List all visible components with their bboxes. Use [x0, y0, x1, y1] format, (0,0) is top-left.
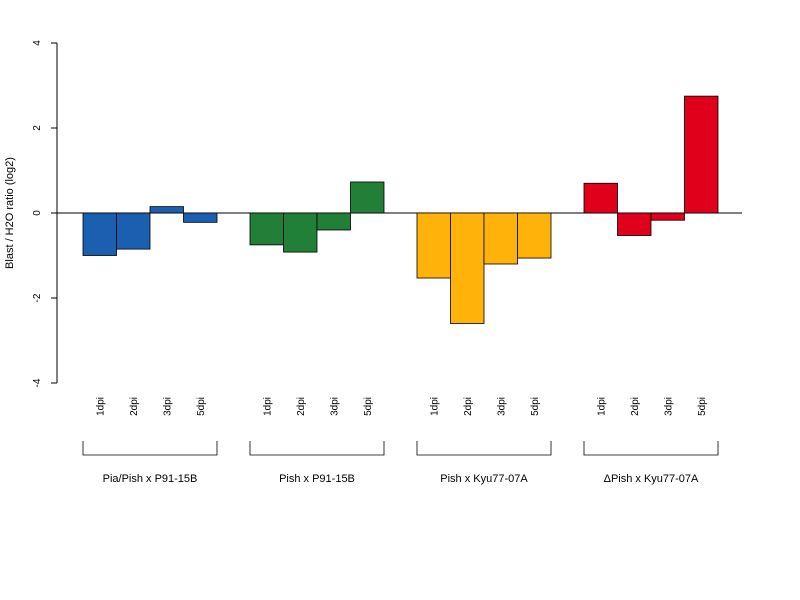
x-tick-label: 3dpi	[329, 397, 340, 416]
bar	[517, 212, 552, 259]
group-label: Pia/Pish x P91-15B	[103, 473, 198, 485]
group-bracket	[583, 441, 719, 456]
x-tick-label: 5dpi	[196, 397, 207, 416]
bar	[183, 212, 218, 223]
x-tick-label: 1dpi	[429, 397, 440, 416]
x-tick-label: 3dpi	[162, 397, 173, 416]
bar	[483, 212, 518, 265]
bars	[82, 95, 719, 324]
bar	[617, 212, 652, 236]
bar	[116, 212, 151, 250]
y-axis-label: Blast / H2O ratio (log2)	[4, 157, 16, 269]
bar	[684, 95, 719, 214]
x-tick-label: 5dpi	[530, 397, 541, 416]
x-tick-label: 2dpi	[630, 397, 641, 416]
x-tick-label: 2dpi	[129, 397, 140, 416]
x-tick-label: 3dpi	[663, 397, 674, 416]
y-tick-label: 4	[32, 40, 43, 46]
x-tick-label: 1dpi	[262, 397, 273, 416]
bar	[82, 212, 117, 256]
x-tick-labels: 1dpi 2dpi 3dpi 5dpi 1dpi 2dpi 3dpi 5dpi 1dpi 2dpi…	[95, 397, 708, 416]
bar	[283, 212, 318, 253]
bar	[316, 212, 351, 231]
group-brackets: Pia/Pish x P91-15B Pish x P91-15B Pish x K…	[82, 441, 719, 485]
bar	[650, 212, 685, 221]
y-tick-label: -2	[32, 293, 43, 302]
group-label: Pish x Kyu77-07A	[440, 473, 528, 485]
y-tick-label: -4	[32, 378, 43, 387]
bar	[416, 212, 451, 279]
bar	[249, 212, 284, 246]
x-tick-label: 1dpi	[95, 397, 106, 416]
x-tick-label: 5dpi	[697, 397, 708, 416]
group-bracket	[416, 441, 552, 456]
x-tick-label: 2dpi	[296, 397, 307, 416]
y-tick-label: 0	[32, 210, 43, 216]
bar	[350, 181, 385, 214]
y-tick-label: 2	[32, 125, 43, 131]
group-label: Pish x P91-15B	[279, 473, 355, 485]
x-tick-label: 3dpi	[496, 397, 507, 416]
group-label: ΔPish x Kyu77-07A	[604, 473, 699, 485]
x-tick-label: 1dpi	[596, 397, 607, 416]
group-bracket	[249, 441, 385, 456]
x-tick-label: 2dpi	[463, 397, 474, 416]
bar	[583, 182, 618, 214]
bar	[149, 206, 184, 214]
y-axis: -4 -2 0 2 4	[32, 40, 58, 387]
bar	[450, 212, 485, 324]
group-bracket	[82, 441, 218, 456]
x-tick-label: 5dpi	[363, 397, 374, 416]
